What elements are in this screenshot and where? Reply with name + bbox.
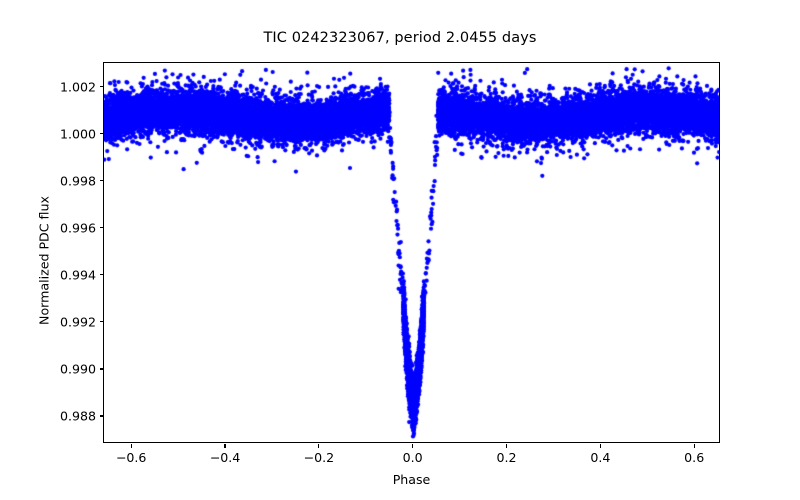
x-tick-mark: [693, 443, 695, 448]
y-tick-mark: [99, 180, 104, 182]
x-axis-label: Phase: [392, 472, 431, 487]
plot-axes-frame: [103, 62, 720, 443]
y-tick-mark: [99, 415, 104, 417]
scatter-plot-canvas: [104, 63, 719, 442]
x-tick-label: 0.6: [684, 450, 705, 465]
y-axis-tick-label-group: 1.002 1.000 0.998 0.996 0.994 0.992 0.990 0.988: [22, 0, 96, 500]
x-tick-label: 0.4: [590, 450, 611, 465]
y-tick-label: 1.002: [59, 79, 96, 95]
y-tick-label: 0.992: [59, 314, 96, 330]
x-tick-mark: [318, 443, 320, 448]
y-tick-label: 0.994: [59, 267, 96, 283]
y-tick-label: 0.998: [59, 173, 96, 189]
x-tick-label: −0.4: [209, 450, 241, 465]
y-axis-label: Normalized PDC flux: [36, 196, 52, 325]
x-tick-mark: [224, 443, 226, 448]
y-tick-label: 0.988: [59, 408, 96, 424]
plot-title: TIC 0242323067, period 2.0455 days: [263, 30, 537, 46]
x-tick-mark: [130, 443, 132, 448]
y-tick-label: 0.990: [59, 361, 96, 377]
y-tick-mark: [99, 321, 104, 323]
y-tick-mark: [99, 368, 104, 370]
y-tick-label: 0.996: [59, 220, 96, 236]
y-tick-mark: [99, 86, 104, 88]
x-tick-label: 0.2: [496, 450, 517, 465]
x-tick-mark: [412, 443, 414, 448]
y-tick-mark: [99, 227, 104, 229]
y-tick-mark: [99, 274, 104, 276]
y-tick-mark: [99, 133, 104, 135]
x-tick-label: −0.2: [303, 450, 335, 465]
x-tick-label: 0.0: [402, 450, 423, 465]
y-tick-label: 1.000: [59, 126, 96, 142]
x-axis-tick-label-group: −0.6 −0.4 −0.2 0.0 0.2 0.4 0.6: [0, 450, 800, 472]
x-tick-mark: [599, 443, 601, 448]
x-tick-label: −0.6: [115, 450, 147, 465]
x-tick-mark: [506, 443, 508, 448]
